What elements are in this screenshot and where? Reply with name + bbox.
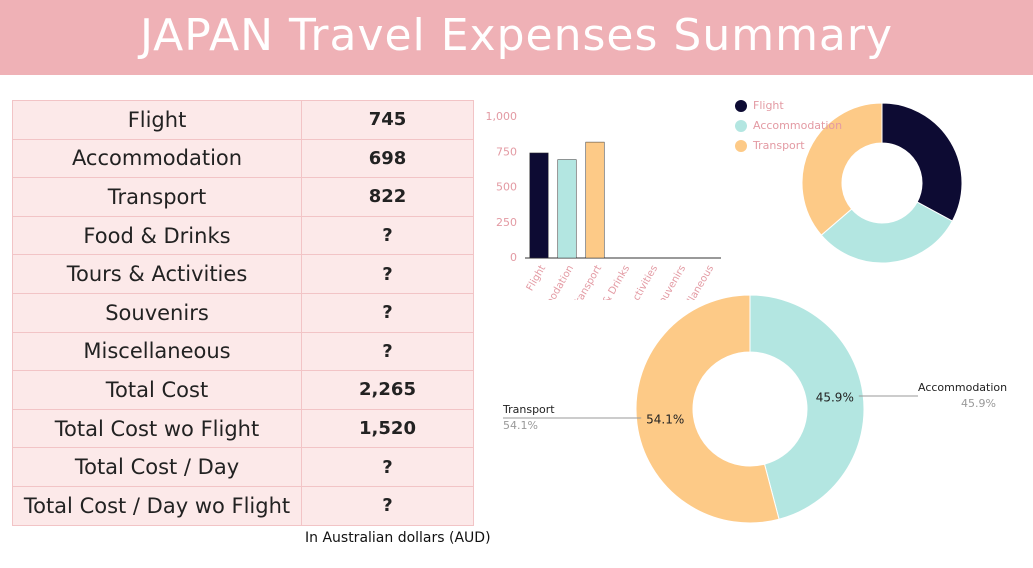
x-tick-label: Flight [525, 263, 549, 293]
expense-table: Flight 745 Accommodation 698 Transport 822 Foo… [12, 100, 474, 526]
outside-label: Accommodation [918, 381, 1007, 394]
row-label: Total Cost / Day wo Flight [12, 485, 302, 526]
bar [585, 141, 605, 259]
pie-slice [820, 201, 954, 264]
row-label: Tours & Activities [12, 254, 302, 294]
x-tick-label: Transport [571, 263, 605, 310]
row-label: Total Cost wo Flight [12, 408, 302, 449]
table-row: Total Cost wo Flight 1,520 [12, 408, 474, 449]
table-row: Total Cost / Day wo Flight? [12, 485, 474, 526]
row-value: ? [301, 485, 474, 526]
row-label: Total Cost / Day [12, 447, 302, 487]
legend-label: Accommodation [753, 119, 842, 132]
row-label: Transport [12, 177, 302, 217]
row-value: ? [301, 215, 474, 256]
row-value: ? [301, 447, 474, 487]
outside-value: 54.1% [503, 419, 538, 432]
y-tick-label: 250 [496, 216, 517, 229]
pie-slice [801, 102, 883, 236]
table-row: Total Cost 2,265 [12, 370, 474, 410]
table-row: Souvenirs? [12, 292, 474, 333]
outside-label: Transport [502, 403, 555, 416]
footnote: In Australian dollars (AUD) [305, 530, 491, 546]
row-value: 2,265 [301, 370, 474, 410]
table-row: Tours & Activities? [12, 254, 474, 294]
row-label: Food & Drinks [12, 215, 302, 256]
legend-swatch [735, 120, 747, 132]
row-label: Accommodation [12, 138, 302, 179]
table-row: Flight 745 [12, 100, 474, 140]
legend-label: Flight [753, 99, 784, 112]
row-value: ? [301, 292, 474, 333]
row-value: 745 [301, 100, 474, 140]
row-label: Flight [12, 100, 302, 140]
outside-value: 45.9% [961, 397, 996, 410]
table-row: Accommodation 698 [12, 138, 474, 179]
row-label: Total Cost [12, 370, 302, 410]
table-row: Food & Drinks? [12, 215, 474, 256]
bar [557, 159, 577, 259]
row-value: ? [301, 254, 474, 294]
pie-slice [749, 294, 865, 520]
row-value: 822 [301, 177, 474, 217]
slice-label: 45.9% [816, 391, 854, 405]
slice-label: 54.1% [646, 412, 684, 426]
legend-swatch [735, 140, 747, 152]
pie-slice [635, 294, 780, 524]
row-value: 698 [301, 138, 474, 179]
table-row: Miscellaneous? [12, 331, 474, 372]
y-tick-label: 1,000 [486, 110, 518, 123]
y-tick-label: 0 [510, 251, 517, 264]
legend-label: Transport [752, 139, 805, 152]
row-label: Miscellaneous [12, 331, 302, 372]
row-value: 1,520 [301, 408, 474, 449]
table-row: Transport 822 [12, 177, 474, 217]
table-row: Total Cost / Day? [12, 447, 474, 487]
y-tick-label: 750 [496, 145, 517, 158]
y-tick-label: 500 [496, 181, 517, 194]
row-value: ? [301, 331, 474, 372]
bar [529, 152, 549, 259]
pie-slice [881, 102, 963, 222]
legend-swatch [735, 100, 747, 112]
row-label: Souvenirs [12, 292, 302, 333]
title: JAPAN Travel Expenses Summary [0, 0, 1033, 75]
